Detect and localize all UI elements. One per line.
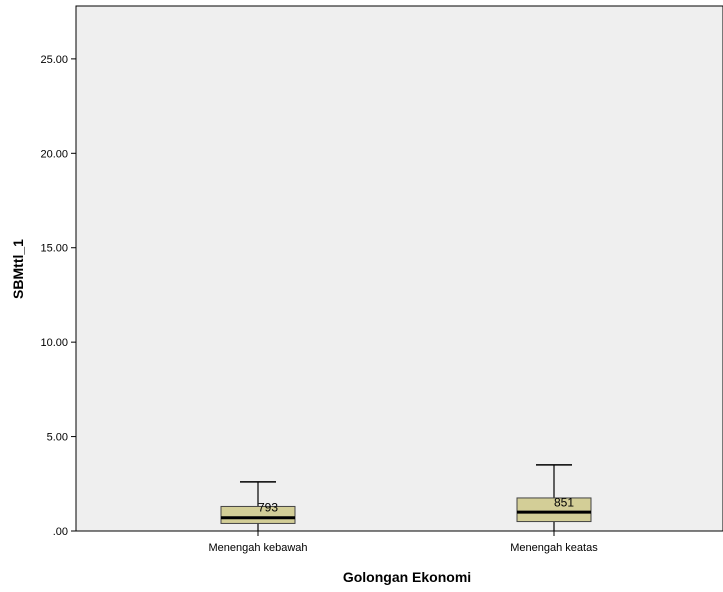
y-tick-label: 20.00 (40, 148, 68, 160)
y-tick-label: 15.00 (40, 243, 68, 255)
x-category-label: Menengah kebawah (208, 542, 307, 554)
box-group: 793 (220, 481, 296, 531)
boxes: 793 851 (220, 464, 592, 531)
y-tick-label: 10.00 (40, 337, 68, 349)
y-tick-label: .00 (53, 526, 68, 538)
box-group: 851 (516, 464, 592, 531)
plot-area (75, 5, 723, 532)
outlier-label: 851 (554, 496, 574, 510)
outlier-label: 793 (258, 500, 278, 514)
x-axis: Menengah kebawah Menengah keatas (208, 531, 598, 554)
y-axis-title: SBMttl_1 (10, 239, 26, 299)
x-category-label: Menengah keatas (510, 542, 598, 554)
y-tick-label: 25.00 (40, 54, 68, 66)
y-tick-label: 5.00 (47, 432, 68, 444)
box-iqr (516, 497, 592, 523)
x-axis-title: Golongan Ekonomi (343, 569, 471, 585)
y-axis: .00 5.00 10.00 15.00 20.00 25.00 (40, 54, 76, 538)
